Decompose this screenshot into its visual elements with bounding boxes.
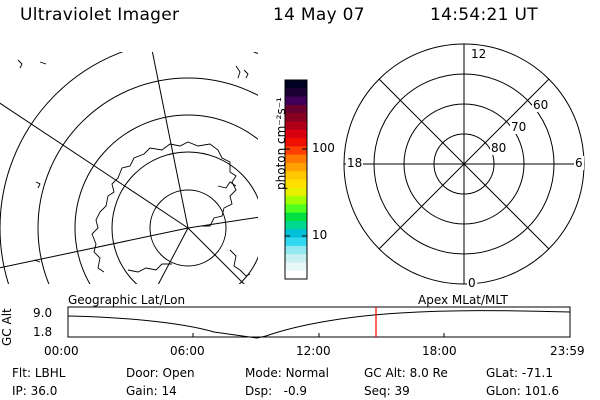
param-glon: GLon: 101.6 (486, 384, 559, 398)
colorbar-cell (285, 154, 307, 164)
polar-circle-outer (343, 43, 585, 285)
colorbar-cell (285, 245, 307, 255)
param-dsp: Dsp: -0.9 (245, 384, 308, 398)
param-gain: Gain: 14 (126, 384, 177, 398)
timeline-left-label: Geographic Lat/Lon (68, 293, 186, 307)
x-tick-2359: 23:59 (550, 344, 585, 358)
mlt-label-18: 18 (346, 156, 364, 170)
colorbar-cell (285, 96, 307, 106)
colorbar-cell (285, 113, 307, 123)
colorbar-cell (285, 270, 307, 280)
timeline-right-label: Apex MLat/MLT (418, 293, 508, 307)
mlt-label-6: 6 (574, 156, 584, 170)
lat-label-80: 80 (490, 141, 508, 155)
observation-date: 14 May 07 (273, 5, 365, 25)
param-ip: IP: 36.0 (12, 384, 58, 398)
param-flt: Flt: LBHL (12, 366, 66, 380)
colorbar-cell (285, 212, 307, 222)
param-mode: Mode: Normal (245, 366, 329, 380)
colorbar-cell (285, 138, 307, 147)
coastline-fragments (17, 59, 251, 277)
y-tick-1-8: 1.8 (33, 325, 53, 339)
x-tick-0600: 06:00 (170, 344, 205, 358)
colorbar-cell (285, 179, 307, 189)
mlt-label-0: 0 (467, 276, 477, 290)
param-glat: GLat: -71.1 (486, 366, 553, 380)
polar-circle-70 (403, 103, 525, 225)
mlt-label-12: 12 (470, 47, 488, 61)
colorbar-label: photon cm⁻²s⁻¹ (274, 97, 288, 190)
colorbar-tick-10: 10 (312, 228, 328, 242)
colorbar-cell (285, 88, 307, 98)
param-seq: Seq: 39 (364, 384, 410, 398)
x-tick-0000: 00:00 (44, 344, 79, 358)
colorbar-cell (285, 196, 307, 205)
colorbar-cell (285, 229, 307, 239)
lat-label-60: 60 (532, 98, 550, 112)
y-tick-9: 9.0 (33, 306, 53, 320)
lat-label-70: 70 (510, 120, 528, 134)
observation-time: 14:54:21 UT (430, 5, 538, 25)
altitude-curve (67, 310, 571, 339)
x-tick-1800: 18:00 (422, 344, 457, 358)
colorbar-cell (285, 171, 307, 181)
colorbar-cell (285, 254, 307, 264)
colorbar-cell (285, 129, 307, 139)
polar-circle-60 (373, 73, 555, 255)
colorbar-cell (285, 80, 307, 89)
map-meridians (0, 52, 258, 284)
colorbar-cell (285, 187, 307, 197)
colorbar-tick-100: 100 (312, 141, 335, 155)
coastline (91, 141, 241, 273)
colorbar-cell (285, 104, 307, 114)
colorbar-cell (285, 121, 307, 131)
y-axis-label: GC Alt (0, 308, 14, 346)
colorbar-cell (285, 220, 307, 230)
param-gc-alt: GC Alt: 8.0 Re (364, 366, 448, 380)
colorbar-cell (285, 262, 307, 272)
imager-title: Ultraviolet Imager (20, 5, 180, 25)
polar-circle-80 (433, 133, 495, 195)
colorbar-cell (285, 237, 307, 247)
colorbar-cell (285, 146, 307, 156)
colorbar-cell (285, 162, 307, 172)
x-tick-1200: 12:00 (296, 344, 331, 358)
colorbar-cell (285, 204, 307, 214)
param-door: Door: Open (126, 366, 195, 380)
